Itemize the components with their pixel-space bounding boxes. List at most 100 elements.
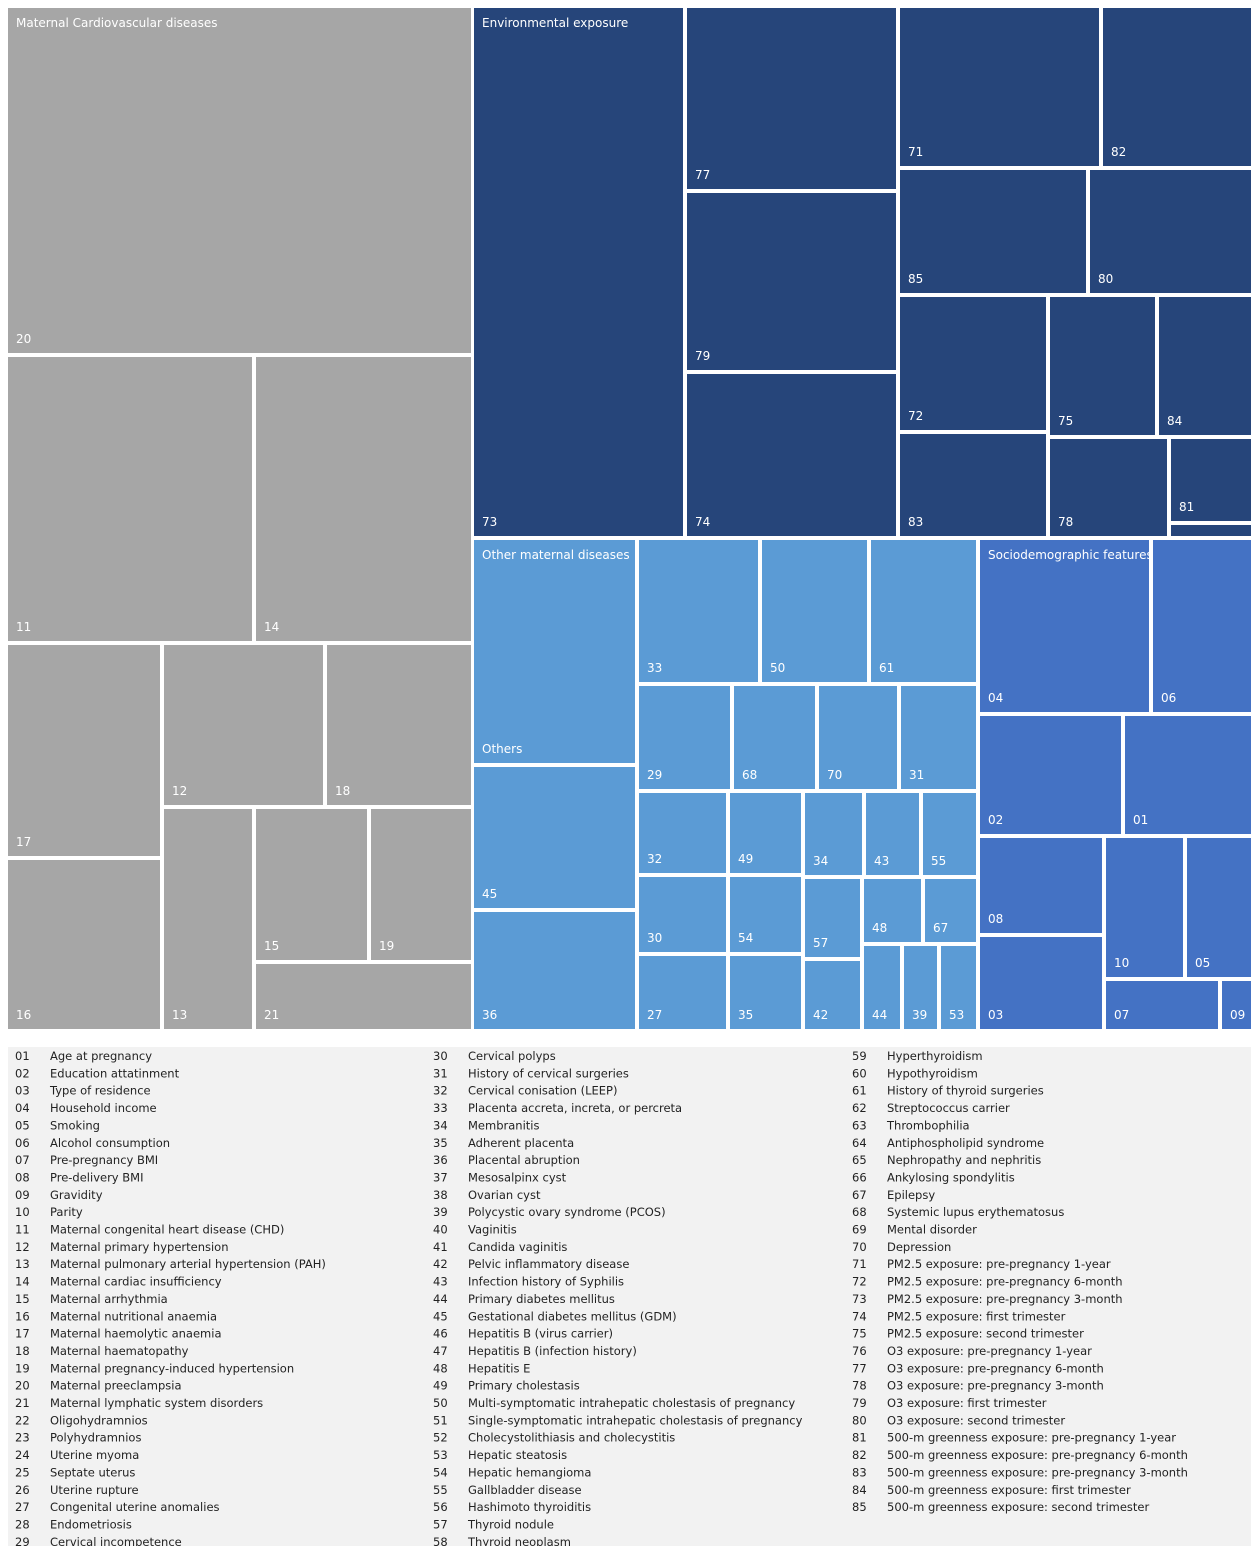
- legend-code: 71: [852, 1257, 867, 1271]
- legend-code: 63: [852, 1118, 867, 1132]
- legend-code: 61: [852, 1084, 867, 1098]
- tile: [256, 964, 471, 1029]
- legend-text: Smoking: [50, 1118, 100, 1132]
- legend-code: 14: [15, 1275, 30, 1289]
- legend-text: PM2.5 exposure: pre-pregnancy 1-year: [887, 1257, 1111, 1271]
- legend-code: 20: [15, 1379, 30, 1393]
- tile-label: 43: [874, 854, 889, 868]
- tile-label: 07: [1114, 1008, 1129, 1022]
- tile: [730, 956, 801, 1029]
- legend-code: 31: [433, 1066, 448, 1080]
- legend-code: 21: [15, 1396, 30, 1410]
- tile: [1159, 297, 1251, 435]
- legend-code: 46: [433, 1327, 448, 1341]
- tile-label: 27: [647, 1008, 662, 1022]
- group-title: Maternal Cardiovascular diseases: [16, 16, 218, 30]
- legend-text: Maternal haemolytic anaemia: [50, 1327, 222, 1341]
- legend-code: 82: [852, 1448, 867, 1462]
- legend-text: Streptococcus carrier: [887, 1101, 1010, 1115]
- tile-label: 75: [1058, 414, 1073, 428]
- tile: [734, 686, 815, 789]
- legend-code: 75: [852, 1327, 867, 1341]
- legend-text: Congenital uterine anomalies: [50, 1500, 220, 1514]
- tile: [904, 946, 937, 1029]
- legend-text: Placental abruption: [468, 1153, 580, 1167]
- legend-code: 09: [15, 1188, 30, 1202]
- legend-code: 58: [433, 1535, 448, 1546]
- legend-code: 39: [433, 1205, 448, 1219]
- tile-label: 61: [879, 661, 894, 675]
- group-title: Other maternal diseases: [482, 548, 630, 562]
- legend-code: 37: [433, 1170, 448, 1184]
- legend-code: 34: [433, 1118, 448, 1132]
- legend-text: Candida vaginitis: [468, 1240, 567, 1254]
- legend-text: Single-symptomatic intrahepatic cholesta…: [468, 1413, 803, 1427]
- tile: [864, 879, 921, 942]
- legend-text: Type of residence: [49, 1084, 151, 1098]
- tile: [8, 645, 160, 856]
- tile-label: 10: [1114, 956, 1129, 970]
- legend-text: Gravidity: [50, 1188, 103, 1202]
- legend-code: 62: [852, 1101, 867, 1115]
- legend-text: Polyhydramnios: [50, 1431, 141, 1445]
- tile: [1050, 439, 1167, 536]
- legend-code: 60: [852, 1066, 867, 1080]
- legend-text: Hyperthyroidism: [887, 1049, 983, 1063]
- legend-text: Infection history of Syphilis: [468, 1275, 624, 1289]
- tile-label: 81: [1179, 500, 1194, 514]
- tile-label: 83: [908, 515, 923, 529]
- legend-text: Hepatic hemangioma: [468, 1465, 591, 1479]
- tile-label: 31: [909, 768, 924, 782]
- legend-code: 72: [852, 1275, 867, 1289]
- legend-text: Gestational diabetes mellitus (GDM): [468, 1309, 677, 1323]
- legend-code: 18: [15, 1344, 30, 1358]
- legend-code: 35: [433, 1136, 448, 1150]
- legend-code: 80: [852, 1413, 867, 1427]
- tile-label: 82: [1111, 145, 1126, 159]
- legend-code: 67: [852, 1188, 867, 1202]
- tile: [8, 357, 252, 641]
- tile: [256, 809, 367, 960]
- legend-text: Primary diabetes mellitus: [468, 1292, 615, 1306]
- legend-text: Education attatinment: [50, 1066, 180, 1080]
- legend-text: Hepatic steatosis: [468, 1448, 567, 1462]
- legend-text: PM2.5 exposure: pre-pregnancy 3-month: [887, 1292, 1123, 1306]
- legend-code: 53: [433, 1448, 448, 1462]
- tile: [639, 686, 730, 789]
- legend-text: Thrombophilia: [886, 1118, 970, 1132]
- legend-text: 500-m greenness exposure: pre-pregnancy …: [887, 1465, 1188, 1479]
- tile-label: 08: [988, 912, 1003, 926]
- legend-text: Vaginitis: [468, 1223, 517, 1237]
- legend-code: 23: [15, 1431, 30, 1445]
- legend-code: 15: [15, 1292, 30, 1306]
- legend-text: Cholecystolithiasis and cholecystitis: [468, 1431, 675, 1445]
- legend-panel: [8, 1047, 1251, 1546]
- legend-code: 74: [852, 1309, 867, 1323]
- tile-label: 45: [482, 887, 497, 901]
- tile-label: 09: [1230, 1008, 1245, 1022]
- legend-code: 32: [433, 1084, 448, 1098]
- tile-label: 50: [770, 661, 785, 675]
- tile-label: 13: [172, 1008, 187, 1022]
- tile-label: 35: [738, 1008, 753, 1022]
- legend-code: 16: [15, 1309, 30, 1323]
- legend-text: Parity: [50, 1205, 83, 1219]
- legend-code: 30: [433, 1049, 448, 1063]
- legend-text: Placenta accreta, increta, or percreta: [468, 1101, 682, 1115]
- legend-text: Cervical conisation (LEEP): [468, 1084, 617, 1098]
- tile: [639, 540, 758, 682]
- legend-text: Oligohydramnios: [50, 1413, 148, 1427]
- legend-text: Mental disorder: [887, 1223, 977, 1237]
- legend-code: 02: [15, 1066, 30, 1080]
- tile: [864, 946, 900, 1029]
- tile-label: 42: [813, 1008, 828, 1022]
- legend-code: 40: [433, 1223, 448, 1237]
- legend-text: Thyroid nodule: [467, 1517, 554, 1531]
- tile: [687, 374, 896, 536]
- tile-label: 57: [813, 936, 828, 950]
- tile: [923, 793, 976, 875]
- legend-code: 55: [433, 1483, 448, 1497]
- legend-code: 56: [433, 1500, 448, 1514]
- legend-text: Maternal pregnancy-induced hypertension: [50, 1361, 294, 1375]
- tile-label: 71: [908, 145, 923, 159]
